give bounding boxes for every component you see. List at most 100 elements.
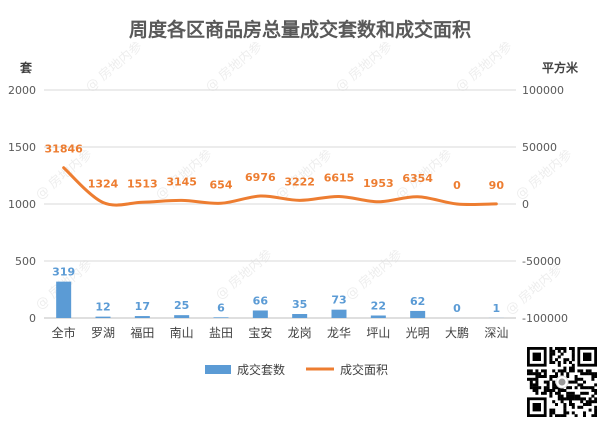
qr-module — [543, 372, 547, 376]
qr-module — [535, 369, 539, 373]
qr-module — [552, 389, 556, 392]
qr-module — [557, 355, 561, 359]
qr-module — [549, 352, 553, 356]
x-tick-label: 南山 — [170, 325, 194, 340]
qr-module — [574, 397, 578, 401]
qr-module — [563, 397, 567, 401]
right-tick-label: -50000 — [522, 255, 561, 268]
qr-module — [552, 352, 556, 356]
qr-module — [560, 389, 564, 392]
qr-module — [549, 358, 553, 362]
qr-module — [563, 403, 567, 406]
qr-module — [541, 391, 544, 395]
qr-module — [583, 411, 586, 415]
x-axis-labels: 全市 罗湖 福田 南山 盐田 宝安 龙岗 龙华 坪山 光明 大鹏 深汕 — [52, 325, 509, 340]
qr-module — [560, 400, 564, 404]
x-tick-label: 坪山 — [366, 326, 390, 340]
qr-module — [594, 408, 597, 412]
qr-module — [549, 411, 553, 415]
qr-module — [577, 405, 581, 409]
qr-finder — [583, 352, 592, 361]
qr-module — [583, 391, 586, 395]
qr-module — [591, 386, 595, 390]
qr-module — [585, 372, 589, 376]
x-tick-label: 福田 — [130, 325, 154, 340]
qr-module — [549, 355, 553, 359]
qr-module — [546, 383, 550, 387]
line-value-labels: 31846 1324 1513 3145 654 6976 3222 6615 1953 6354… — [45, 143, 505, 192]
bar-value-label: 6 — [217, 301, 225, 314]
qr-module — [555, 403, 558, 406]
watermark: @ 房地内参 — [452, 38, 515, 95]
qr-module — [563, 411, 567, 415]
qr-module — [588, 372, 592, 376]
qr-module — [571, 366, 575, 370]
qr-module — [594, 389, 597, 392]
qr-module — [583, 372, 586, 376]
legend-bar-label: 成交套数 — [237, 362, 285, 377]
qr-module — [571, 363, 575, 367]
qr-module — [560, 369, 564, 373]
qr-module — [577, 397, 581, 401]
qr-module — [577, 383, 581, 387]
left-tick-label: 1500 — [8, 141, 36, 154]
qr-module — [580, 383, 584, 387]
qr-module — [585, 369, 589, 373]
qr-module — [588, 397, 592, 401]
right-tick-label: 50000 — [522, 141, 557, 154]
x-tick-label: 大鹏 — [445, 326, 469, 340]
left-axis-unit: 套 — [19, 60, 33, 75]
qr-module — [552, 386, 556, 390]
qr-module — [569, 400, 572, 404]
qr-module — [569, 361, 572, 364]
qr-module — [583, 397, 586, 401]
qr-module — [588, 369, 592, 373]
qr-module — [535, 380, 539, 384]
qr-module — [555, 358, 558, 362]
bar-series — [56, 281, 504, 319]
qr-module — [529, 372, 533, 376]
qr-module — [580, 397, 584, 401]
qr-module — [569, 403, 572, 406]
qr-module — [541, 369, 544, 373]
qr-module — [566, 372, 570, 376]
watermark: @ 房地内参 — [502, 261, 565, 318]
qr-code — [527, 347, 597, 417]
qr-module — [585, 403, 589, 406]
qr-module — [555, 347, 558, 350]
qr-module — [529, 383, 533, 387]
bar — [410, 310, 426, 318]
x-tick-label: 盐田 — [209, 326, 233, 340]
qr-module — [580, 405, 584, 409]
qr-module — [571, 403, 575, 406]
qr-module — [555, 372, 558, 376]
qr-module — [594, 391, 597, 395]
qr-module — [529, 377, 533, 381]
left-tick-label: 0 — [29, 312, 36, 325]
qr-module — [571, 369, 575, 373]
qr-module — [549, 414, 553, 417]
legend-line-label: 成交面积 — [340, 362, 388, 377]
bar-value-label: 73 — [331, 294, 346, 307]
qr-module — [580, 369, 584, 373]
qr-module — [574, 377, 578, 381]
qr-module — [560, 414, 564, 417]
qr-module — [588, 400, 592, 404]
qr-module — [557, 389, 561, 392]
qr-module — [591, 372, 595, 376]
bar — [174, 315, 190, 318]
area-line — [62, 166, 498, 207]
x-tick-label: 深汕 — [484, 326, 508, 340]
qr-module — [555, 391, 558, 395]
x-tick-label: 全市 — [52, 325, 76, 340]
qr-module — [546, 386, 550, 390]
watermark: @ 房地内参 — [342, 246, 405, 303]
qr-module — [552, 380, 556, 384]
qr-module — [563, 349, 567, 353]
bar — [134, 316, 150, 318]
qr-module — [563, 408, 567, 412]
qr-module — [594, 397, 597, 401]
qr-module — [577, 394, 581, 398]
qr-finder — [532, 352, 541, 361]
qr-module — [560, 352, 564, 356]
